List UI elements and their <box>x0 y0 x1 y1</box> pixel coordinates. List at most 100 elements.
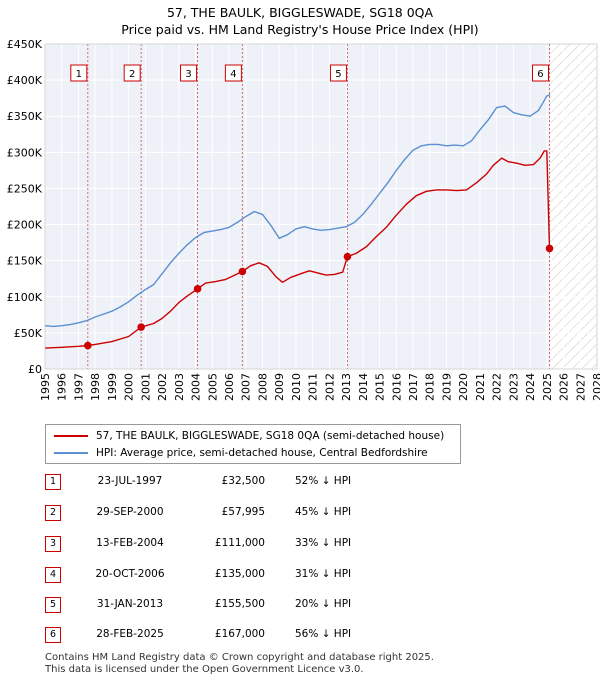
table-row: 2 29-SEP-2000 £57,995 45% ↓ HPI <box>45 505 445 525</box>
table-row: 5 31-JAN-2013 £155,500 20% ↓ HPI <box>45 597 445 617</box>
x-tick-label: 2003 <box>173 373 186 401</box>
x-tick-label: 2021 <box>474 373 487 401</box>
sale-number-badge: 6 <box>45 627 61 643</box>
x-tick-label: 2024 <box>524 373 537 401</box>
sale-hpi-diff: 56% ↓ HPI <box>295 628 352 640</box>
sale-price: £57,995 <box>221 506 265 518</box>
sale-label-box <box>180 64 198 82</box>
x-tick-label: 2023 <box>507 373 520 401</box>
sale-hpi-diff: 31% ↓ HPI <box>295 568 352 580</box>
sale-number-badge: 2 <box>45 505 61 521</box>
sale-label-number: 5 <box>335 69 341 80</box>
sale-point <box>238 267 247 276</box>
x-tick-label: 2015 <box>374 373 387 401</box>
x-tick-label: 2010 <box>290 373 303 401</box>
sale-date: 29-SEP-2000 <box>96 506 164 518</box>
footer-line-copyright: Contains HM Land Registry data © Crown c… <box>45 652 434 663</box>
sale-date: 13-FEB-2004 <box>96 537 164 549</box>
sale-hpi-diff: 52% ↓ HPI <box>295 475 352 487</box>
x-tick-label: 2004 <box>190 373 203 401</box>
x-tick-label: 1999 <box>106 373 119 401</box>
legend-swatch-property <box>54 435 88 437</box>
sale-price: £111,000 <box>214 537 265 549</box>
x-tick-label: 1997 <box>72 373 85 401</box>
y-tick-label: £350K <box>7 110 43 123</box>
x-tick-label: 1996 <box>56 373 69 401</box>
legend-item-hpi: HPI: Average price, semi-detached house,… <box>54 445 428 461</box>
y-tick-label: £100K <box>7 291 43 304</box>
sale-point <box>84 341 92 350</box>
sale-label-box <box>224 64 242 82</box>
sale-hpi-diff: 20% ↓ HPI <box>295 598 352 610</box>
y-tick-label: £450K <box>7 38 43 51</box>
x-tick-label: 2009 <box>273 373 286 401</box>
sale-number-badge: 3 <box>45 536 61 552</box>
table-row: 1 23-JUL-1997 £32,500 52% ↓ HPI <box>45 474 445 494</box>
x-tick-label: 2022 <box>491 373 504 401</box>
x-tick-label: 2026 <box>558 373 571 401</box>
legend-item-property: 57, THE BAULK, BIGGLESWADE, SG18 0QA (se… <box>54 428 444 444</box>
series-line <box>45 150 551 349</box>
x-tick-label: 2012 <box>323 373 336 401</box>
sale-label-box <box>531 64 549 82</box>
x-tick-label: 1995 <box>39 373 52 401</box>
sale-label-number: 6 <box>537 69 543 80</box>
x-tick-label: 2008 <box>256 373 269 401</box>
x-tick-label: 2020 <box>457 373 470 401</box>
sale-price: £32,500 <box>221 475 265 487</box>
x-tick-label: 2016 <box>390 373 403 401</box>
plot-frame <box>44 43 598 370</box>
sale-hpi-diff: 45% ↓ HPI <box>295 506 352 518</box>
x-tick-label: 2000 <box>123 373 136 401</box>
legend: 57, THE BAULK, BIGGLESWADE, SG18 0QA (se… <box>45 424 461 464</box>
legend-swatch-hpi <box>54 452 88 454</box>
sale-hpi-diff: 33% ↓ HPI <box>295 537 352 549</box>
y-tick-label: £400K <box>7 74 43 87</box>
sale-label-box <box>123 64 141 82</box>
sale-point <box>545 244 554 253</box>
sale-label-number: 3 <box>185 69 191 80</box>
x-tick-label: 2002 <box>156 373 169 401</box>
sale-label-number: 2 <box>129 69 135 80</box>
x-tick-label: 1998 <box>89 373 102 401</box>
x-tick-label: 2017 <box>407 373 420 401</box>
legend-label-property: 57, THE BAULK, BIGGLESWADE, SG18 0QA (se… <box>96 430 445 442</box>
sale-number-badge: 5 <box>45 597 61 613</box>
x-tick-label: 2006 <box>223 373 236 401</box>
chart-title: 57, THE BAULK, BIGGLESWADE, SG18 0QA <box>166 5 434 20</box>
chart-subtitle: Price paid vs. HM Land Registry's House … <box>121 22 479 37</box>
x-tick-label: 2028 <box>591 373 600 401</box>
legend-label-hpi: HPI: Average price, semi-detached house,… <box>96 447 428 459</box>
sale-number-badge: 4 <box>45 567 61 583</box>
sale-label-box <box>70 64 88 82</box>
sale-price: £135,000 <box>214 568 265 580</box>
x-tick-label: 2025 <box>541 373 554 401</box>
x-tick-label: 2005 <box>206 373 219 401</box>
chart-title-block: 57, THE BAULK, BIGGLESWADE, SG18 0QA Pri… <box>0 4 600 38</box>
sale-point <box>343 252 352 261</box>
y-tick-label: £300K <box>7 146 43 159</box>
sale-price: £167,000 <box>214 628 265 640</box>
footer-notice: Contains HM Land Registry data © Crown c… <box>45 652 434 676</box>
sale-date: 31-JAN-2013 <box>96 598 164 610</box>
y-tick-label: £250K <box>7 182 43 195</box>
x-tick-label: 2013 <box>340 373 353 401</box>
y-tick-label: £50K <box>14 327 43 340</box>
y-tick-label: £150K <box>7 255 43 268</box>
sale-date: 23-JUL-1997 <box>97 475 163 487</box>
sale-price: £155,500 <box>214 598 265 610</box>
series-line <box>45 93 551 328</box>
plot-background <box>45 44 597 369</box>
sale-number-badge: 1 <box>45 474 61 490</box>
series-group <box>45 93 551 349</box>
sale-label-box <box>329 64 347 82</box>
table-row: 4 20-OCT-2006 £135,000 31% ↓ HPI <box>45 567 445 587</box>
sale-label-number: 4 <box>230 69 236 80</box>
sale-label-number: 1 <box>76 69 82 80</box>
y-tick-label: £0 <box>28 363 42 376</box>
sale-date: 20-OCT-2006 <box>95 568 165 580</box>
sale-date: 28-FEB-2025 <box>96 628 164 640</box>
y-tick-label: £200K <box>7 219 43 232</box>
sale-point <box>137 323 145 331</box>
x-tick-label: 2014 <box>357 373 370 401</box>
